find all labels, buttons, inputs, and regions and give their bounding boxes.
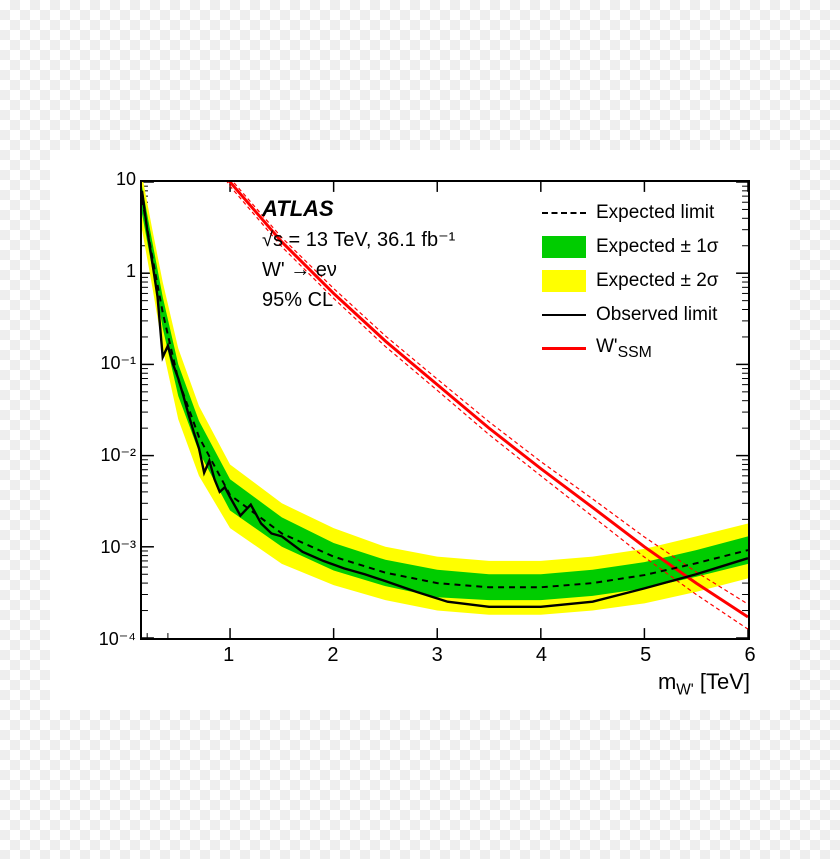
experiment-label: ATLAS	[262, 192, 455, 225]
plot-area: ATLAS √s = 13 TeV, 36.1 fb⁻¹ W' → eν 95%…	[140, 180, 750, 640]
x-tick-label: 5	[640, 644, 651, 667]
legend-swatch	[542, 304, 586, 326]
legend-swatch	[542, 202, 586, 224]
x-tick-label: 4	[536, 644, 547, 667]
y-tick-label: 1	[76, 261, 136, 282]
y-tick-label: 10⁻³	[76, 537, 136, 558]
legend-label: Observed limit	[596, 304, 717, 326]
legend-label: Expected limit	[596, 202, 714, 224]
y-tick-label: 10⁻²	[76, 445, 136, 466]
legend-label: W'SSM	[596, 336, 652, 362]
legend-swatch	[542, 270, 586, 292]
plot-annotations: ATLAS √s = 13 TeV, 36.1 fb⁻¹ W' → eν 95%…	[262, 192, 455, 315]
y-tick-label: 10	[76, 169, 136, 190]
legend-entry: W'SSM	[542, 332, 719, 366]
legend: Expected limit Expected ± 1σ Expected ± 2σ…	[542, 196, 719, 366]
exclusion-limit-chart: σ(pp→W') × BR(W'→eν) [pb] mW' [TeV] 10⁻⁴…	[50, 150, 790, 710]
y-tick-label: 10⁻⁴	[76, 629, 136, 650]
legend-entry: Expected limit	[542, 196, 719, 230]
legend-label: Expected ± 2σ	[596, 270, 719, 292]
x-tick-label: 3	[432, 644, 443, 667]
x-axis-label: mW' [TeV]	[658, 669, 750, 699]
legend-entry: Expected ± 1σ	[542, 230, 719, 264]
legend-swatch	[542, 236, 586, 258]
legend-entry: Observed limit	[542, 298, 719, 332]
annot-line-1: W' → eν	[262, 255, 455, 285]
x-tick-label: 1	[223, 644, 234, 667]
legend-swatch	[542, 338, 586, 360]
x-tick-label: 6	[744, 644, 755, 667]
x-tick-label: 2	[327, 644, 338, 667]
y-tick-label: 10⁻¹	[76, 353, 136, 374]
legend-label: Expected ± 1σ	[596, 236, 719, 258]
legend-entry: Expected ± 2σ	[542, 264, 719, 298]
annot-line-2: 95% CL	[262, 285, 455, 315]
annot-line-0: √s = 13 TeV, 36.1 fb⁻¹	[262, 225, 455, 255]
